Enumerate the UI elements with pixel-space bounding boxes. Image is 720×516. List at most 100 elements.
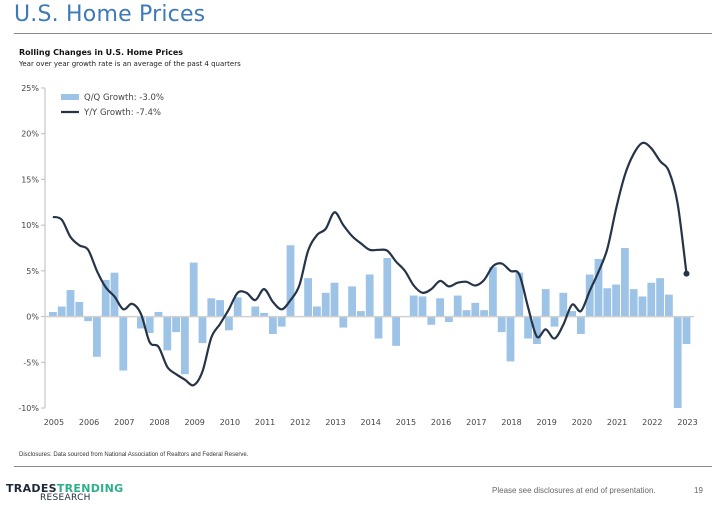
qq-growth-bar [286, 245, 295, 317]
qq-growth-bar [57, 306, 66, 317]
qq-growth-bar [453, 295, 462, 317]
qq-growth-bar [119, 316, 128, 371]
qq-growth-bar [559, 292, 568, 317]
qq-growth-bar [638, 296, 647, 317]
qq-growth-bar [665, 294, 673, 317]
x-tick-label: 2023 [677, 418, 697, 427]
x-tick-label: 2010 [220, 418, 240, 427]
qq-growth-bar [348, 286, 356, 317]
y-tick-label: -5% [23, 358, 39, 367]
qq-growth-bar [93, 316, 101, 357]
x-tick-label: 2019 [537, 418, 557, 427]
yy-growth-line [52, 141, 688, 387]
y-tick-label: 25% [21, 84, 39, 93]
qq-growth-bar [251, 306, 260, 317]
chart-title: Rolling Changes in U.S. Home Prices [19, 48, 184, 57]
y-axis: 25% 20% 15% 10% 5% 0% -5% -10% [18, 84, 46, 413]
qq-growth-bar [427, 316, 436, 325]
qq-growth-bar [269, 316, 277, 334]
qq-growth-bar [603, 288, 612, 317]
qq-growth-bar [66, 290, 75, 317]
qq-growth-bar [339, 316, 348, 328]
x-tick-label: 2007 [114, 418, 134, 427]
chart: 25% 20% 15% 10% 5% 0% -5% -10% 2005 2006 2007 2008… [18, 84, 698, 427]
y-tick-label: 10% [21, 221, 39, 230]
footer-divider [14, 466, 712, 467]
chart-subtitle: Year over year growth rate is an average… [19, 60, 241, 68]
x-axis: 2005 2006 2007 2008 2009 2010 2011 2012 2013 2014… [44, 418, 698, 427]
legend-qq-label: Q/Q Growth: -3.0% [84, 93, 164, 103]
qq-growth-bar [49, 312, 57, 317]
qq-growth-bar [409, 295, 418, 317]
disclosure-text: Disclosures: Data sourced from National … [19, 452, 249, 458]
qq-growth-bar [418, 296, 427, 317]
qq-growth-bar [137, 316, 145, 329]
x-tick-label: 2015 [396, 418, 416, 427]
logo-word-research: RESEARCH [40, 493, 91, 503]
page-number: 19 [694, 486, 703, 495]
qq-growth-bar [181, 316, 189, 375]
legend-bar-swatch [61, 94, 79, 100]
qq-growth-bar [480, 310, 488, 317]
qq-growth-bar [321, 292, 330, 317]
y-tick-label: 20% [21, 130, 39, 139]
x-tick-label: 2013 [325, 418, 345, 427]
qq-growth-bars [49, 245, 691, 408]
qq-growth-bar [101, 280, 110, 317]
qq-growth-bar [277, 316, 286, 327]
qq-growth-bar [497, 316, 506, 333]
legend: Q/Q Growth: -3.0% Y/Y Growth: -7.4% [61, 93, 164, 118]
qq-growth-bar [172, 316, 180, 333]
qq-growth-bar [154, 312, 163, 317]
y-tick-label: 0% [26, 313, 39, 322]
qq-growth-bar [515, 272, 524, 317]
qq-growth-bar [145, 316, 154, 334]
y-tick-label: 15% [21, 175, 39, 184]
company-logo: TRADESTRENDING RESEARCH [6, 483, 123, 503]
qq-growth-bar [189, 262, 198, 317]
logo-word-trending: TRENDING [56, 482, 124, 495]
qq-growth-bar [550, 316, 559, 327]
qq-growth-bar [594, 258, 603, 317]
yy-growth-end-marker [683, 270, 690, 277]
qq-growth-bar [304, 278, 312, 317]
qq-growth-bar [392, 316, 400, 346]
qq-growth-bar [568, 311, 576, 317]
qq-growth-bar [682, 316, 691, 344]
x-tick-label: 2014 [361, 418, 381, 427]
title-divider [14, 33, 712, 34]
qq-growth-bar [533, 316, 541, 344]
qq-growth-bar [489, 267, 497, 317]
qq-growth-bar [383, 258, 392, 317]
x-tick-label: 2012 [290, 418, 310, 427]
y-tick-label: -10% [18, 404, 39, 413]
qq-growth-bar [365, 274, 374, 317]
qq-growth-bar [656, 278, 664, 317]
qq-growth-bar [110, 272, 119, 317]
qq-growth-bar [84, 316, 92, 322]
qq-growth-bar [225, 316, 233, 331]
x-tick-label: 2009 [185, 418, 205, 427]
qq-growth-bar [198, 316, 207, 344]
footer-note: Please see disclosures at end of present… [492, 486, 656, 495]
qq-growth-bar [524, 316, 532, 339]
logo-word-trades: TRADES [6, 482, 57, 495]
y-tick-label: 5% [26, 267, 39, 276]
qq-growth-bar [233, 297, 242, 317]
qq-growth-bar [75, 301, 84, 317]
qq-growth-bar [585, 274, 594, 317]
qq-growth-bar [260, 312, 268, 317]
qq-growth-bar [629, 289, 638, 317]
qq-growth-bar [216, 300, 224, 317]
qq-growth-bar [471, 302, 480, 317]
x-tick-label: 2017 [466, 418, 486, 427]
x-tick-label: 2018 [501, 418, 521, 427]
qq-growth-bar [673, 316, 682, 408]
x-tick-label: 2005 [44, 418, 64, 427]
qq-growth-bar [207, 298, 216, 317]
qq-growth-bar [612, 284, 620, 317]
qq-growth-bar [357, 311, 365, 317]
qq-growth-bar [647, 282, 656, 317]
page-title: U.S. Home Prices [14, 2, 206, 27]
qq-growth-bar [506, 316, 515, 362]
